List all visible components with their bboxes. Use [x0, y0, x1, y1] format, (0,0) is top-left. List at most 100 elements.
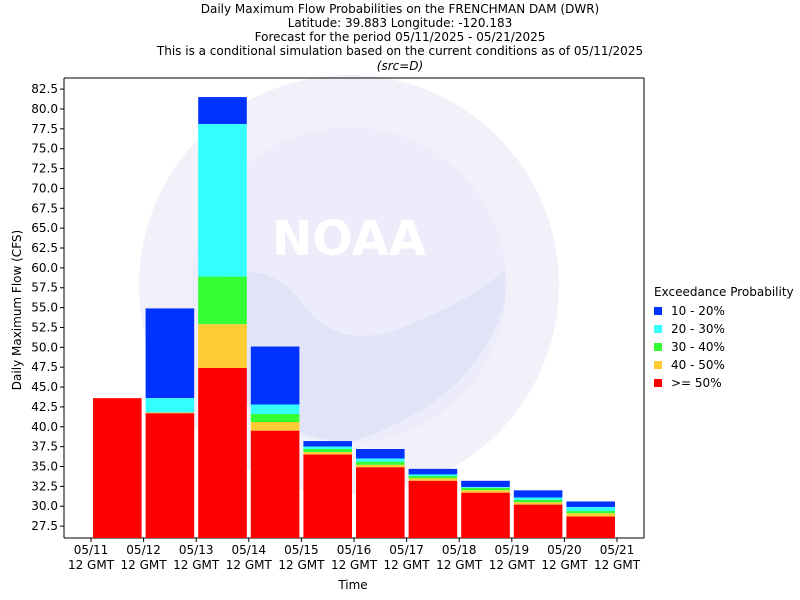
- y-tick-label: 30.0: [31, 499, 58, 513]
- x-tick-label-time: 12 GMT: [384, 558, 431, 572]
- legend-label: 40 - 50%: [671, 358, 725, 372]
- bar-segment: [356, 458, 405, 462]
- y-tick-label: 42.5: [31, 400, 58, 414]
- x-tick-label-date: 05/12: [126, 543, 161, 557]
- y-tick-label: 75.0: [31, 142, 58, 156]
- bar-segment: [303, 454, 352, 538]
- legend-swatch: [654, 361, 662, 369]
- legend-item: 10 - 20%: [654, 302, 794, 320]
- x-tick-label-date: 05/15: [284, 543, 319, 557]
- bar-segment: [408, 476, 458, 479]
- bar-segment: [145, 413, 195, 538]
- bar-segment: [303, 452, 352, 455]
- bar-segment: [408, 468, 458, 475]
- bar-segment: [513, 490, 563, 498]
- x-tick-label-time: 12 GMT: [331, 558, 378, 572]
- y-axis-title: Daily Maximum Flow (CFS): [10, 229, 24, 391]
- y-tick-label: 77.5: [31, 122, 58, 136]
- bar-segment: [566, 513, 615, 517]
- bar-segment: [93, 398, 142, 538]
- x-tick-label-date: 05/17: [389, 543, 424, 557]
- legend-label: >= 50%: [671, 376, 722, 390]
- x-tick-label-time: 12 GMT: [226, 558, 273, 572]
- bar-segment: [461, 487, 510, 491]
- bar-segment: [566, 510, 615, 514]
- chart-location: Latitude: 39.883 Longitude: -120.183: [287, 16, 513, 30]
- bar-segment: [566, 501, 615, 508]
- x-tick-label-date: 05/20: [547, 543, 582, 557]
- x-tick-label-date: 05/21: [600, 543, 635, 557]
- bar-segment: [513, 504, 563, 538]
- legend-swatch: [654, 325, 662, 333]
- legend-title: Exceedance Probability: [654, 285, 794, 299]
- y-tick-label: 32.5: [31, 479, 58, 493]
- y-tick-label: 80.0: [31, 102, 58, 116]
- bar-segment: [303, 449, 352, 453]
- bar-segment: [250, 404, 300, 415]
- bar-segment: [250, 414, 300, 423]
- bar-segment: [513, 497, 563, 500]
- legend-swatch: [654, 343, 662, 351]
- bar-segment: [198, 276, 247, 325]
- noaa-watermark-text: NOAA: [272, 211, 426, 267]
- bar-segment: [250, 346, 300, 405]
- bar-segment: [513, 502, 563, 505]
- x-tick-label-date: 05/14: [232, 543, 267, 557]
- y-tick-label: 35.0: [31, 459, 58, 473]
- bar-segment: [145, 412, 195, 414]
- bar-segment: [513, 499, 563, 503]
- bar-segment: [408, 478, 458, 481]
- bar-segment: [461, 490, 510, 493]
- x-tick-label-date: 05/11: [74, 543, 109, 557]
- bar-segment: [461, 492, 510, 538]
- x-tick-label-time: 12 GMT: [68, 558, 115, 572]
- bar-segment: [145, 308, 195, 399]
- y-tick-label: 62.5: [31, 241, 58, 255]
- bar-segment: [408, 480, 458, 538]
- bar-segment: [566, 516, 615, 538]
- bar-segment: [356, 461, 405, 465]
- bar-segment: [566, 507, 615, 511]
- y-tick-label: 82.5: [31, 82, 58, 96]
- y-tick-label: 27.5: [31, 519, 58, 533]
- legend-item: 20 - 30%: [654, 320, 794, 338]
- y-tick-label: 55.0: [31, 301, 58, 315]
- bar-segment: [198, 124, 247, 277]
- x-axis-title: Time: [338, 578, 368, 592]
- chart-condition-note: This is a conditional simulation based o…: [156, 44, 644, 58]
- x-tick-label-date: 05/13: [179, 543, 214, 557]
- bar-segment: [145, 398, 195, 413]
- legend-swatch: [654, 307, 662, 315]
- bar-segment: [461, 487, 510, 488]
- chart-title: Daily Maximum Flow Probabilities on the …: [200, 2, 600, 16]
- y-tick-label: 67.5: [31, 201, 58, 215]
- y-tick-label: 52.5: [31, 320, 58, 334]
- bar-segment: [356, 449, 405, 459]
- bar-segment: [303, 441, 352, 447]
- bar-segment: [198, 367, 247, 538]
- chart-source: (src=D): [376, 59, 424, 73]
- bar-segment: [250, 430, 300, 538]
- y-tick-label: 57.5: [31, 281, 58, 295]
- x-tick-label-time: 12 GMT: [489, 558, 536, 572]
- legend: Exceedance Probability 10 - 20% 20 - 30% 3…: [654, 284, 794, 392]
- y-tick-label: 47.5: [31, 360, 58, 374]
- y-tick-label: 65.0: [31, 221, 58, 235]
- bar-segment: [250, 422, 300, 431]
- legend-item: >= 50%: [654, 374, 794, 392]
- y-tick-label: 70.0: [31, 181, 58, 195]
- x-tick-label-time: 12 GMT: [541, 558, 588, 572]
- bar-segment: [461, 480, 510, 488]
- bar-segment: [408, 474, 458, 477]
- legend-label: 20 - 30%: [671, 322, 725, 336]
- legend-item: 30 - 40%: [654, 338, 794, 356]
- bar-segment: [356, 464, 405, 468]
- legend-item: 40 - 50%: [654, 356, 794, 374]
- legend-swatch: [654, 379, 662, 387]
- y-tick-label: 50.0: [31, 340, 58, 354]
- bar-segment: [356, 467, 405, 538]
- y-tick-label: 37.5: [31, 440, 58, 454]
- x-tick-label-time: 12 GMT: [436, 558, 483, 572]
- legend-label: 10 - 20%: [671, 304, 725, 318]
- bar-segment: [198, 324, 247, 368]
